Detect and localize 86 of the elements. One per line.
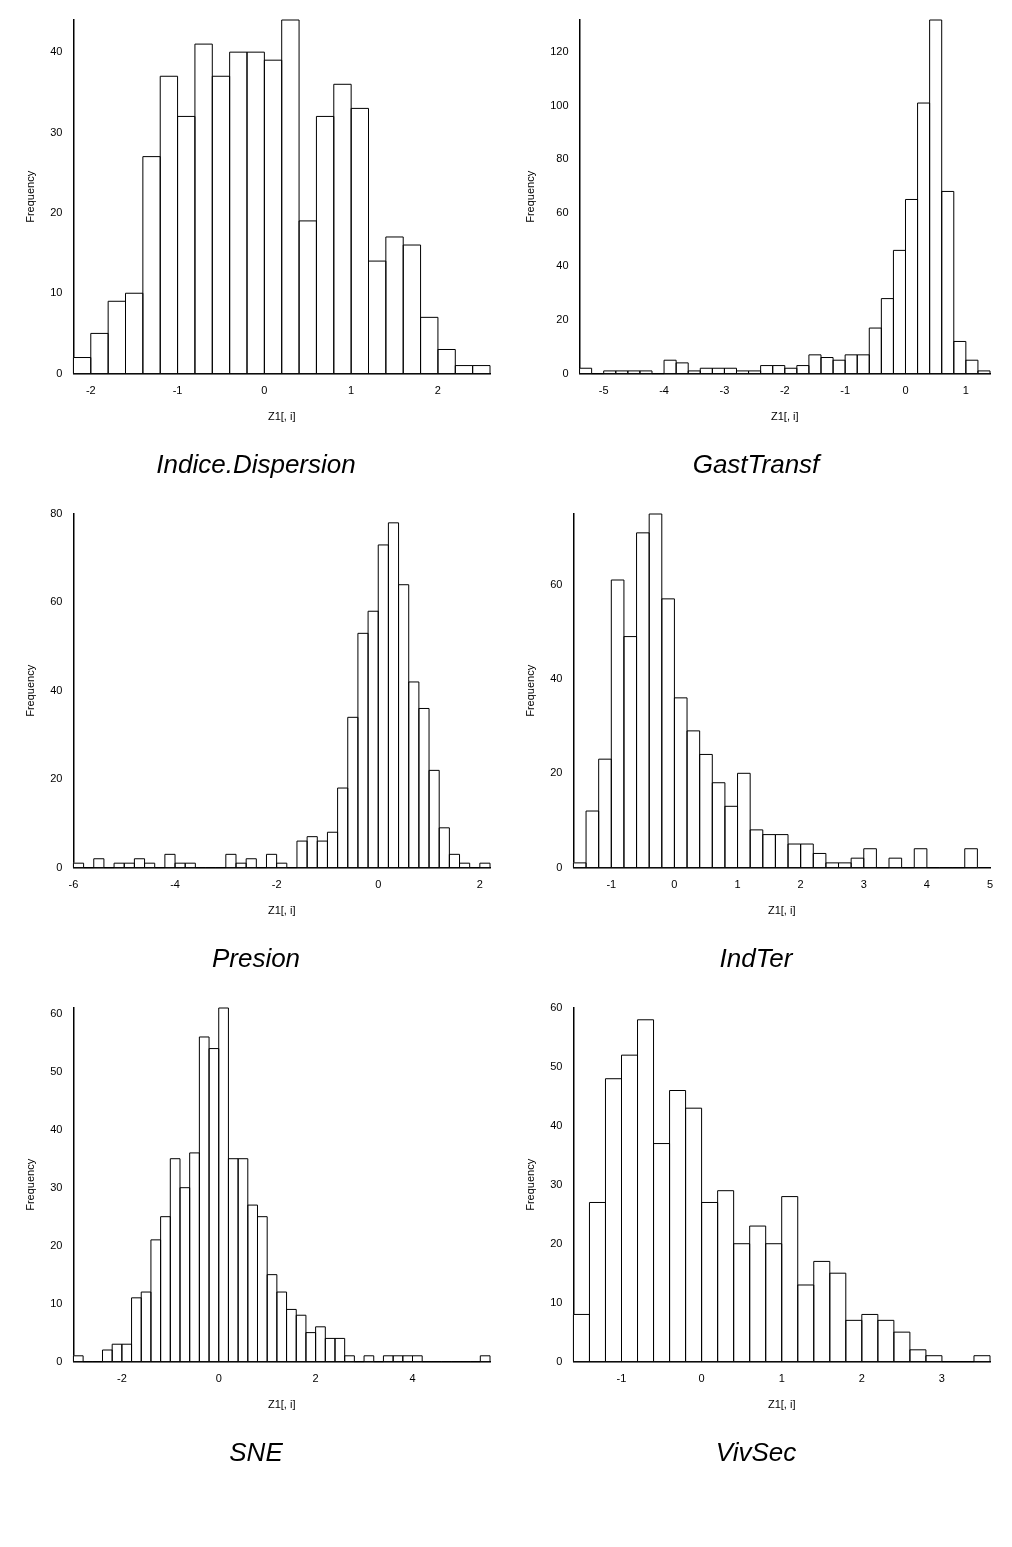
x-tick-label: 2: [858, 1372, 865, 1385]
y-tick-label: 40: [556, 259, 569, 272]
y-axis-title: Frequency: [523, 664, 536, 717]
y-tick-label: 0: [56, 860, 63, 873]
y-tick-label: 0: [556, 860, 563, 873]
y-tick-label: 10: [50, 286, 63, 299]
y-tick-label: 60: [50, 1006, 63, 1019]
y-tick-label: 60: [550, 577, 563, 590]
y-tick-label: 40: [50, 683, 63, 696]
x-tick-label: 2: [312, 1372, 319, 1385]
y-tick-label: 100: [550, 98, 569, 111]
x-tick-label: -1: [616, 1372, 627, 1385]
x-tick-label: 2: [797, 878, 804, 891]
y-tick-label: 80: [556, 152, 569, 165]
y-tick-label: 40: [550, 1118, 563, 1131]
x-tick-label: 3: [860, 878, 867, 891]
text: IndTer: [719, 942, 793, 975]
y-tick-label: 30: [50, 125, 63, 138]
y-tick-label: 60: [50, 595, 63, 608]
x-axis-title: Z1[, i]: [267, 1398, 296, 1411]
y-axis-title: Frequency: [23, 1158, 36, 1211]
x-tick-label: 2: [434, 384, 441, 397]
text: SNE: [229, 1436, 283, 1469]
y-axis-title: Frequency: [523, 170, 536, 223]
y-tick-label: 20: [556, 313, 569, 326]
y-tick-label: 120: [550, 45, 569, 58]
x-axis-title: Z1[, i]: [767, 1398, 796, 1411]
x-tick-label: -1: [840, 384, 851, 397]
y-axis-title: Frequency: [23, 664, 36, 717]
x-tick-label: -3: [719, 384, 730, 397]
text: Presion: [211, 942, 301, 975]
x-tick-label: 2: [476, 878, 483, 891]
x-axis-title: Z1[, i]: [767, 904, 796, 917]
x-tick-label: -6: [68, 878, 79, 891]
y-tick-label: 0: [562, 366, 569, 379]
y-tick-label: 10: [50, 1296, 63, 1309]
y-tick-label: 20: [50, 1238, 63, 1251]
y-tick-label: 80: [50, 507, 63, 520]
y-tick-label: 20: [50, 772, 63, 785]
text: Indice.Dispersion: [156, 448, 356, 481]
x-tick-label: 1: [734, 878, 741, 891]
x-tick-label: -2: [116, 1372, 127, 1385]
x-tick-label: -2: [779, 384, 790, 397]
x-axis-title: Z1[, i]: [267, 410, 296, 423]
x-axis-title: Z1[, i]: [771, 410, 799, 423]
text: GastTransf: [692, 448, 820, 481]
y-tick-label: 30: [550, 1177, 563, 1190]
y-tick-label: 40: [50, 1122, 63, 1135]
y-tick-label: 60: [556, 205, 569, 218]
x-axis-title: Z1[, i]: [267, 904, 296, 917]
y-tick-label: 0: [556, 1354, 563, 1367]
y-tick-label: 60: [550, 1001, 563, 1014]
y-axis-title: Frequency: [23, 170, 36, 223]
y-tick-label: 50: [550, 1059, 563, 1072]
y-tick-label: 40: [550, 672, 563, 685]
x-tick-label: 0: [671, 878, 678, 891]
x-tick-label: 0: [261, 384, 268, 397]
x-tick-label: 0: [902, 384, 909, 397]
y-tick-label: 50: [50, 1064, 63, 1077]
y-tick-label: 0: [56, 366, 63, 379]
y-tick-label: 20: [550, 1236, 563, 1249]
y-tick-label: 40: [50, 45, 63, 58]
x-tick-label: 1: [778, 1372, 785, 1385]
y-tick-label: 20: [50, 205, 63, 218]
text: VivSec: [715, 1436, 797, 1469]
x-tick-label: 1: [348, 384, 355, 397]
x-tick-label: -4: [659, 384, 669, 397]
x-tick-label: -5: [598, 384, 609, 397]
x-tick-label: 1: [962, 384, 969, 397]
x-tick-label: -2: [85, 384, 96, 397]
x-tick-label: -2: [271, 878, 282, 891]
x-tick-label: -4: [170, 878, 180, 891]
y-tick-label: 10: [550, 1295, 563, 1308]
y-tick-label: 0: [56, 1354, 63, 1367]
x-tick-label: 4: [409, 1372, 416, 1385]
x-tick-label: 3: [938, 1372, 945, 1385]
x-tick-label: -1: [606, 878, 617, 891]
x-tick-label: 0: [375, 878, 382, 891]
x-tick-label: 0: [215, 1372, 222, 1385]
y-axis-title: Frequency: [523, 1158, 536, 1211]
x-tick-label: 5: [986, 878, 994, 891]
y-tick-label: 20: [550, 766, 563, 779]
y-tick-label: 30: [50, 1180, 63, 1193]
x-tick-label: 0: [698, 1372, 705, 1385]
x-tick-label: 4: [923, 878, 930, 891]
x-tick-label: -1: [172, 384, 183, 397]
